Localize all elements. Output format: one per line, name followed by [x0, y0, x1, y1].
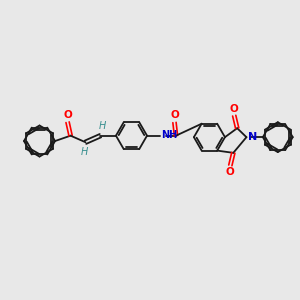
Text: N: N [248, 132, 257, 142]
Text: O: O [226, 167, 235, 178]
Text: NH: NH [161, 130, 177, 140]
Text: H: H [80, 147, 88, 157]
Text: O: O [230, 103, 239, 114]
Text: O: O [170, 110, 179, 120]
Text: O: O [63, 110, 72, 120]
Text: H: H [98, 121, 106, 131]
